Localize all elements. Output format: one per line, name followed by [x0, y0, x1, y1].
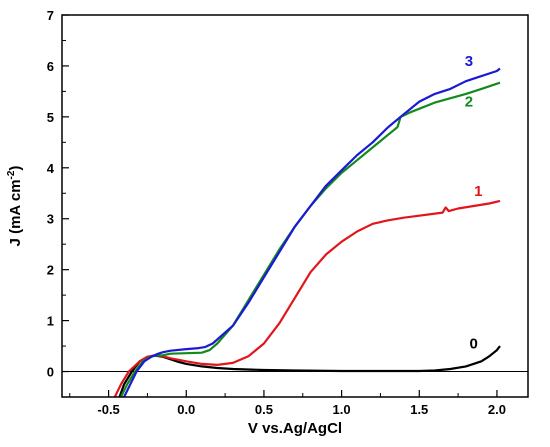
y-tick-label: 7: [47, 8, 54, 23]
series-label-2: 2: [465, 94, 473, 111]
series-label-1: 1: [474, 183, 482, 200]
series-line-3: [123, 67, 501, 397]
x-tick-label: 0.0: [177, 402, 195, 417]
series-label-0: 0: [469, 336, 477, 353]
y-axis-title-sup: -2: [6, 170, 17, 179]
x-tick-label: 1.0: [333, 402, 351, 417]
y-axis-title-base: J (mA cm: [7, 179, 24, 246]
y-tick-label: 6: [47, 59, 54, 74]
x-tick-label: 0.5: [255, 402, 273, 417]
y-tick-label: 3: [47, 212, 54, 227]
y-tick-label: 2: [47, 263, 54, 278]
y-axis-title: J (mA cm-2): [6, 166, 24, 247]
series-line-1: [113, 199, 501, 397]
plot-frame: [61, 14, 529, 398]
x-tick-label: 2.0: [488, 402, 506, 417]
x-tick-label: -0.5: [97, 402, 119, 417]
y-axis-title-end: ): [7, 166, 24, 171]
x-axis-title: V vs.Ag/AgCl: [248, 420, 342, 437]
y-tick-label: 5: [47, 110, 54, 125]
x-tick-label: 1.5: [410, 402, 428, 417]
axes: -0.5 0.0 0.5 1.0 1.5 2.0 0 1 2 3 4 5 6 7: [47, 8, 529, 417]
y-tick-label: 4: [47, 161, 55, 176]
y-tick-label: 1: [47, 314, 54, 329]
series-labels: 0 1 2 3: [465, 53, 483, 353]
series-label-3: 3: [465, 53, 473, 70]
y-tick-label: 0: [47, 365, 54, 380]
plot-series-layer: [62, 67, 528, 397]
